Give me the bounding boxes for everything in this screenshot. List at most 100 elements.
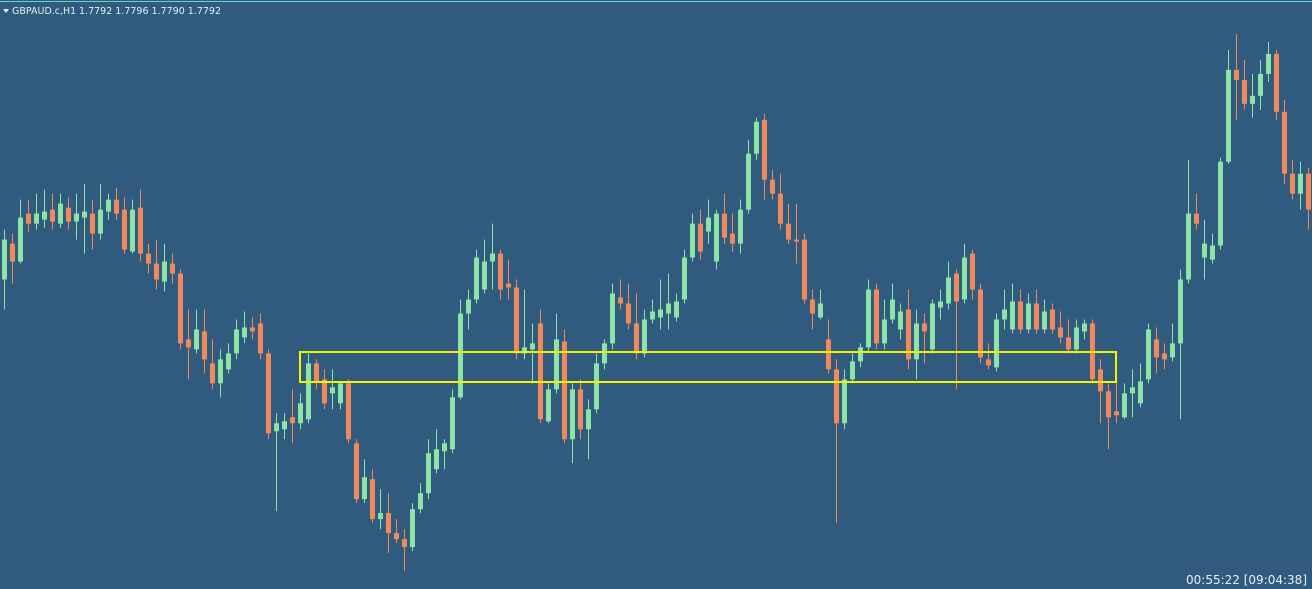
candle-body [458,313,463,398]
candle-body [1274,53,1279,112]
candle-body [850,361,855,380]
candle-body [1074,327,1079,350]
candle-body [602,343,607,364]
candle-body [770,179,775,194]
candle-body [218,359,223,384]
candle-body [1258,73,1263,96]
candle-body [1178,279,1183,344]
candles [2,33,1311,572]
candle-body [338,383,343,404]
candle-body [1306,173,1311,210]
candle-body [786,223,791,240]
candle-body [1186,213,1191,280]
candle-body [546,389,551,422]
candle-body [1266,53,1271,74]
candle-body [914,323,919,360]
candle-body [818,303,823,318]
candle-body [482,261,487,290]
candle-body [586,409,591,430]
candle-body [426,453,431,494]
candle-body [1122,393,1127,418]
candle-body [570,389,575,440]
candle-body [722,213,727,238]
candle-body [370,479,375,520]
candle-body [2,239,7,280]
candle-body [1130,387,1135,394]
candle-body [410,509,415,548]
candle-body [1138,381,1143,404]
candle-body [1218,161,1223,246]
candle-body [970,253,975,290]
candle-body [26,213,31,224]
candle-body [778,193,783,224]
candle-body [730,233,735,244]
candle-body [538,323,543,420]
candle-body [274,423,279,432]
candle-body [858,347,863,362]
candle-body [794,239,799,242]
candle-body [666,303,671,314]
candle-body [1290,173,1295,194]
candle-body [762,119,767,180]
candle-body [434,449,439,470]
candle-body [34,213,39,224]
candle-body [986,359,991,366]
candle-body [1234,69,1239,80]
candle-body [42,211,47,220]
candle-body [378,513,383,520]
candle-body [1042,311,1047,330]
candle-body [994,319,999,368]
candle-body [1282,111,1287,174]
candle-body [1114,411,1119,416]
candle-body [618,297,623,304]
candle-body [522,347,527,354]
candle-body [66,207,71,222]
candle-body [922,323,927,332]
candle-body [170,263,175,274]
candle-body [490,253,495,262]
candle-body [106,199,111,212]
candle-body [298,403,303,424]
candle-body [130,209,135,252]
candle-body [314,363,319,382]
candle-body [258,323,263,354]
candle-body [114,199,119,214]
candle-body [474,257,479,300]
candle-body [754,121,759,154]
candle-body [250,327,255,332]
candle-body [98,209,103,234]
candle-body [82,211,87,218]
candle-body [178,273,183,344]
candle-body [706,217,711,232]
candle-body [1098,369,1103,392]
candle-body [210,363,215,384]
candle-body [1250,95,1255,104]
candle-body [1066,337,1071,350]
candle-body [626,303,631,324]
candle-body [418,493,423,510]
candle-body [498,253,503,290]
candle-body [1018,301,1023,330]
bar-timer: 00:55:22 [09:04:38] [1186,573,1307,587]
candle-body [890,299,895,320]
candle-body [738,209,743,244]
candle-body [1002,309,1007,320]
candle-body [450,397,455,450]
candle-body [866,289,871,348]
collapse-arrow[interactable] [3,9,9,13]
candle-body [1082,323,1087,332]
candle-body [202,331,207,360]
candle-body [594,363,599,410]
candle-body [466,299,471,314]
candle-body [506,283,511,288]
candle-body [330,387,335,394]
candle-body [898,311,903,330]
candle-body [578,389,583,430]
candle-body [122,209,127,250]
candle-body [938,301,943,308]
candle-body [874,289,879,344]
candle-body [282,421,287,430]
candle-body [346,383,351,440]
candle-body [1050,309,1055,330]
